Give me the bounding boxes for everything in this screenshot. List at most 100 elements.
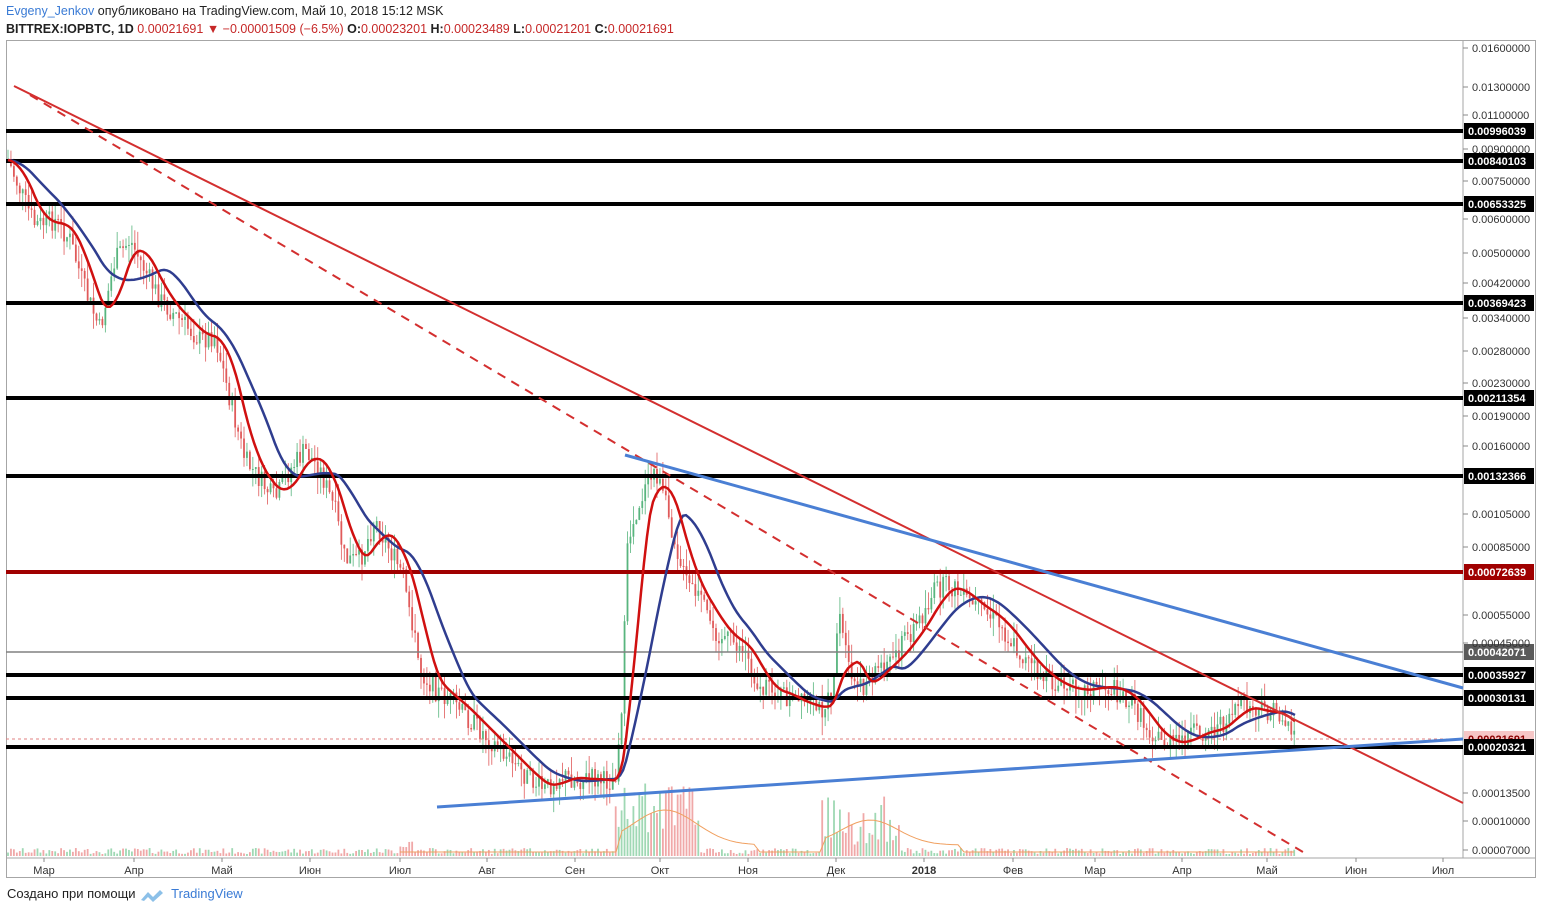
volume-bar: [467, 850, 470, 856]
volume-bar: [13, 849, 15, 856]
candle-body: [240, 431, 242, 439]
volume-bar: [945, 853, 947, 856]
candle-body: [343, 544, 346, 549]
candle-body: [299, 451, 301, 463]
candle-body: [1260, 701, 1263, 709]
chart-frame[interactable]: [6, 40, 1536, 878]
tradingview-link[interactable]: TradingView: [171, 886, 243, 901]
volume-bar: [1278, 853, 1281, 856]
candle-body: [709, 610, 711, 621]
volume-bar: [384, 849, 387, 856]
volume-bar: [968, 852, 971, 856]
volume-bar: [995, 849, 998, 856]
volume-bar: [735, 853, 738, 856]
candle-body: [390, 548, 393, 561]
volume-bar: [69, 849, 71, 856]
volume-bar: [1057, 853, 1060, 856]
candle-body: [157, 284, 160, 308]
volume-bar: [417, 850, 419, 856]
volume-bar: [836, 832, 838, 856]
volume-bar: [119, 850, 121, 856]
candle-body: [741, 645, 744, 653]
volume-bar: [361, 850, 363, 856]
level-price-badge: [1464, 564, 1534, 580]
candle-body: [42, 217, 45, 226]
red-resistance-trendline[interactable]: [13, 85, 1464, 804]
candle-body: [856, 681, 859, 687]
volume-bar: [709, 848, 711, 856]
volume-bar: [372, 851, 375, 856]
volume-bar: [364, 852, 366, 856]
volume-bar: [667, 787, 670, 856]
volume-bar: [210, 851, 213, 856]
volume-bar: [635, 826, 638, 856]
candle-body: [1240, 696, 1242, 707]
volume-bar: [700, 852, 703, 856]
candle-body: [175, 312, 178, 314]
candle-body: [948, 576, 950, 591]
candle-body: [24, 189, 27, 195]
volume-bar: [343, 848, 346, 856]
volume-bar: [844, 832, 847, 856]
candle-body: [213, 336, 216, 347]
volume-bar: [166, 851, 169, 856]
volume-bar: [1004, 850, 1006, 856]
blue-upper-trendline[interactable]: [624, 453, 1464, 690]
candle-body: [420, 657, 422, 675]
volume-bar: [889, 819, 891, 856]
candle-body: [204, 334, 207, 348]
red-dashed-trendline[interactable]: [29, 94, 1309, 856]
volume-bar: [476, 851, 478, 856]
candle-body: [352, 553, 355, 556]
volume-bar: [688, 787, 691, 856]
candle-body: [190, 328, 192, 337]
volume-bar: [499, 849, 502, 856]
candle-body: [1139, 708, 1142, 722]
volume-bar: [821, 800, 824, 856]
candle-body: [1228, 713, 1231, 724]
candle-body: [561, 779, 564, 781]
candle-body: [287, 475, 290, 483]
candle-body: [1013, 638, 1015, 647]
volume-bar: [685, 808, 688, 856]
volume-bar: [7, 852, 9, 856]
candle-body: [839, 613, 841, 634]
level-price-badge: [1464, 468, 1534, 484]
candle-body: [836, 633, 838, 675]
candle-body: [349, 555, 352, 564]
slow-moving-average-line[interactable]: [7, 158, 1296, 783]
candle-body: [608, 788, 611, 790]
volume-bar: [927, 851, 930, 856]
candle-body: [1178, 734, 1181, 743]
candle-body: [234, 398, 237, 428]
blue-support-trendline[interactable]: [436, 737, 1464, 809]
footer: Создано при помощи TradingView: [7, 886, 243, 901]
candle-body: [372, 527, 375, 542]
candle-body: [139, 256, 142, 261]
volume-bar: [1116, 850, 1119, 856]
volume-bar: [906, 848, 909, 856]
symbol-label[interactable]: BITTREX:IOPBTC, 1D: [6, 22, 134, 36]
candle-body: [903, 632, 906, 636]
candle-body: [703, 594, 706, 600]
volume-bar: [375, 848, 378, 856]
volume-bar: [765, 852, 768, 856]
candle-body: [865, 681, 868, 695]
level-price-label: 0.00035927: [1468, 670, 1526, 682]
volume-bar: [656, 813, 658, 856]
volume-bar: [452, 853, 455, 856]
author-link[interactable]: Evgeny_Jenkov: [6, 4, 95, 18]
volume-bar: [116, 853, 119, 856]
time-axis[interactable]: Мар Апр Май Июн Июл Авг Сен Окт Ноя Дек 2018 Фев Мар…: [33, 858, 1454, 877]
candle-body: [355, 553, 357, 555]
volume-bar: [487, 849, 490, 856]
volume-bar: [104, 853, 107, 856]
volume-bar: [1225, 853, 1228, 856]
candle-body: [1254, 708, 1257, 716]
candle-body: [1231, 713, 1234, 715]
volume-bar: [1231, 852, 1234, 856]
volume-bar: [443, 851, 446, 856]
price-axis[interactable]: 0.01600000 0.01300000 0.01100000 0.00900000…: [1463, 43, 1530, 857]
fast-moving-average-line[interactable]: [7, 158, 1296, 786]
